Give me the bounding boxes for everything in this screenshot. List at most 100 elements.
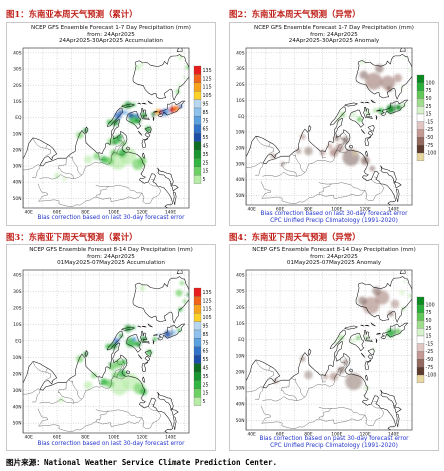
- legend-label: -100: [426, 373, 437, 379]
- legend-label: 25: [426, 326, 432, 332]
- x-tick-label: 120E: [137, 435, 148, 441]
- precip-cell: [399, 289, 405, 296]
- legend-swatch: [416, 74, 425, 83]
- coastline-taiwan: [142, 152, 146, 159]
- legend-label: 125: [203, 76, 212, 82]
- coastline-sumatra: [106, 107, 123, 127]
- legend-label: 75: [203, 118, 209, 124]
- coastline-hokkaido: [170, 184, 179, 192]
- legend-swatch: [193, 363, 202, 373]
- chart-subtitle-from: from: 24Apr2025: [310, 253, 358, 260]
- legend-label: 35: [203, 152, 209, 158]
- country-border: [373, 401, 378, 403]
- coastline-sulawesi: [363, 107, 373, 119]
- country-border: [333, 359, 346, 379]
- country-border: [141, 410, 161, 429]
- legend-label: 135: [203, 290, 212, 296]
- caption-fig2: 图2：东南亚本周天气预测（异常）: [229, 9, 361, 19]
- country-border: [291, 153, 305, 173]
- coastline-sumbawa: [360, 324, 365, 327]
- y-tick-label: 20S: [13, 305, 22, 311]
- country-border: [246, 386, 264, 393]
- y-tick-label: 30S: [13, 67, 22, 73]
- x-tick-label: 80E: [81, 435, 90, 441]
- country-border: [37, 408, 96, 432]
- precip-map-4: 50N 40N 30N 20N 10N EQ 10S 20S 30S 40S 40E 60E 80E 10…: [236, 269, 437, 438]
- coastline-taiwan: [365, 374, 369, 381]
- map-area: [246, 48, 412, 205]
- country-border: [68, 155, 82, 176]
- precip-map-1: 50N 40N 30N 20N 10N EQ 10S 20S 30S 40S 40E 60E 80E 10…: [13, 47, 212, 216]
- precip-cell: [372, 108, 378, 113]
- y-tick-label: 10N: [13, 355, 22, 361]
- legend-swatch: [193, 166, 202, 176]
- precip-cell: [359, 70, 369, 80]
- legend-swatch: [416, 359, 425, 368]
- y-tick-label: 10S: [13, 99, 22, 105]
- map-frame: [22, 47, 190, 209]
- chart-panel-2: NCEP GFS Ensemble Forecast 1-7 Day Preci…: [229, 22, 439, 226]
- y-tick-label: 20N: [236, 369, 245, 375]
- coastline-srilanka: [307, 125, 312, 132]
- legend-label: 115: [203, 85, 212, 91]
- coastline-palawan: [360, 129, 366, 134]
- coastline-halmahera: [152, 339, 155, 345]
- country-border: [148, 181, 158, 187]
- coastline-taiwan: [142, 376, 146, 383]
- country-border: [318, 406, 366, 424]
- precip-cell: [386, 86, 393, 93]
- coastline-asia: [246, 341, 396, 430]
- coastline-asia: [23, 119, 173, 208]
- caption-fig1: 图1：东南亚本周天气预测（累计）: [6, 9, 138, 19]
- precip-cell: [147, 129, 151, 132]
- legend-label: -15: [426, 119, 434, 125]
- legend-label: 100: [426, 80, 435, 86]
- climatology-note: CPC Unified Precip Climatology (1991-202…: [270, 218, 398, 224]
- coastline-halmahera: [375, 115, 378, 120]
- coastline-java: [344, 325, 358, 330]
- y-tick-label: 40S: [236, 50, 245, 56]
- x-tick-label: 140E: [165, 435, 176, 441]
- precip-cell: [185, 65, 189, 70]
- chart-title: NCEP GFS Ensemble Forecast 1-7 Day Preci…: [254, 25, 414, 31]
- precip-cell: [118, 148, 127, 158]
- chart-panel-3: NCEP GFS Ensemble Forecast 8-14 Day Prec…: [6, 244, 216, 451]
- precip-cell: [58, 397, 65, 403]
- legend-swatch: [416, 98, 425, 107]
- legend-label: 100: [426, 302, 435, 308]
- coastline-visayas: [144, 132, 151, 138]
- precip-cell: [177, 83, 181, 87]
- country-border: [318, 182, 366, 199]
- coastline-palawan: [360, 352, 366, 358]
- y-tick-label: EQ: [238, 114, 245, 120]
- country-border: [148, 406, 158, 411]
- x-tick-label: 100E: [331, 432, 342, 438]
- precip-cell: [393, 73, 403, 83]
- x-tick-label: 60E: [53, 210, 62, 216]
- coastline-asia: [246, 118, 396, 205]
- coastline-hainan: [125, 370, 130, 375]
- coastline-luzon: [141, 137, 149, 148]
- country-border: [32, 361, 46, 373]
- x-tick-label: 40E: [247, 207, 256, 213]
- y-tick-label: 40S: [236, 272, 245, 278]
- country-border: [32, 390, 41, 403]
- coastline-timor: [370, 99, 376, 104]
- coastline-australia: [355, 276, 412, 323]
- legend-label: 15: [203, 169, 209, 175]
- country-border: [273, 153, 278, 156]
- precip-cell: [338, 335, 344, 341]
- precip-cell: [408, 294, 412, 298]
- country-border: [262, 373, 349, 402]
- y-tick-label: 30N: [13, 388, 22, 394]
- legend-label: 115: [203, 307, 212, 313]
- legend-swatch: [193, 355, 202, 364]
- y-tick-label: 20S: [13, 83, 22, 89]
- precip-cell: [76, 355, 84, 363]
- legend-swatch: [193, 99, 202, 109]
- country-border: [39, 375, 126, 404]
- x-tick-label: 100E: [108, 210, 119, 216]
- y-tick-label: 10S: [236, 98, 245, 104]
- climatology-note: CPC Unified Precip Climatology (1991-202…: [270, 443, 398, 449]
- x-tick-label: 60E: [276, 207, 285, 213]
